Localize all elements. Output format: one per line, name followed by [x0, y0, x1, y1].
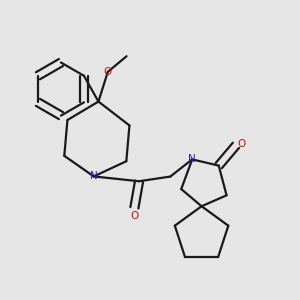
- Text: O: O: [104, 67, 112, 77]
- Text: O: O: [130, 211, 139, 220]
- Text: O: O: [237, 139, 246, 149]
- Text: N: N: [90, 171, 98, 182]
- Text: N: N: [188, 154, 196, 164]
